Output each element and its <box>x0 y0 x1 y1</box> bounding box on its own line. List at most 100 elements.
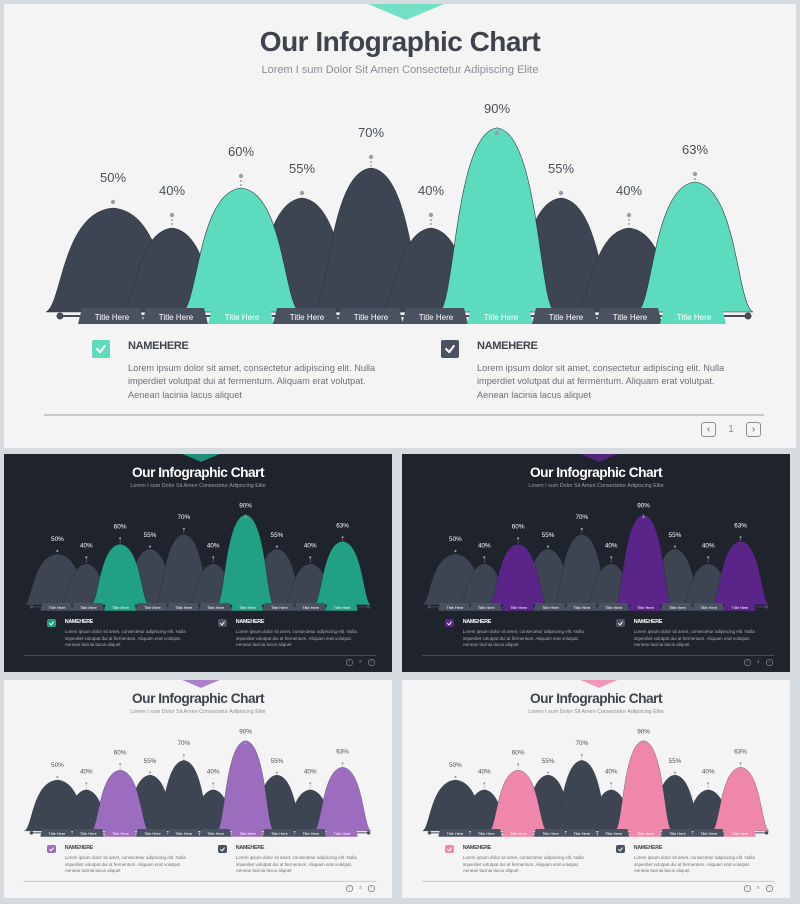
leader-dot <box>182 527 185 531</box>
category-tag <box>533 828 567 837</box>
axis-end-dot <box>29 831 34 835</box>
category-tag <box>501 602 535 611</box>
next-page-button[interactable]: › <box>367 658 375 667</box>
category-label: Title Here <box>159 313 194 322</box>
leader-dot <box>368 154 374 160</box>
data-label: 40% <box>702 543 715 550</box>
feature-description: Lorem ipsum dolor sit amet, consectetur … <box>64 855 186 874</box>
prev-page-button[interactable]: ‹ <box>743 658 751 667</box>
data-label: 70% <box>177 740 190 747</box>
category-tag <box>167 828 200 837</box>
chevron-left-icon: ‹ <box>746 885 748 891</box>
category-tag <box>533 602 567 611</box>
page-title: Our Infographic Chart <box>259 26 541 57</box>
category-label: Title Here <box>95 313 130 322</box>
category-label: Title Here <box>637 605 654 610</box>
feature-description: Lorem ipsum dolor sit amet, consectetur … <box>462 855 584 874</box>
category-label: Title Here <box>573 831 590 836</box>
category-tag <box>501 828 535 837</box>
check-icon <box>218 844 227 854</box>
feature-name: NAMEHERE <box>477 340 538 352</box>
prev-page-button[interactable]: ‹ <box>345 884 353 893</box>
next-page-button[interactable]: › <box>746 422 761 437</box>
category-label: Title Here <box>613 313 648 322</box>
data-label: 60% <box>228 144 254 159</box>
prev-page-button[interactable]: ‹ <box>701 422 716 437</box>
leader-dot <box>169 212 175 218</box>
leader-dot <box>212 556 215 559</box>
category-tag <box>469 828 502 837</box>
data-label: 70% <box>575 740 588 747</box>
page-subtitle: Lorem I sum Dolor Sit Amen Consectetur A… <box>528 709 664 716</box>
feature-description: Lorem ipsum dolor sit amet, consectetur … <box>235 855 357 874</box>
category-label: Title Here <box>542 831 559 836</box>
feature-block: NAMEHERE Lorem ipsum dolor sit amet, cons… <box>616 618 763 653</box>
category-label: Title Here <box>207 831 224 836</box>
category-tag <box>565 602 598 611</box>
feature-name: NAMEHERE <box>462 618 492 625</box>
axis-end-dot <box>56 312 64 320</box>
leader-dot <box>739 536 742 539</box>
category-label: Title Here <box>573 605 590 610</box>
chart-bar <box>91 544 150 606</box>
axis-end-dot <box>764 605 769 609</box>
category-tag <box>438 828 471 837</box>
category-tag <box>294 828 327 837</box>
category-label: Title Here <box>271 605 288 610</box>
chevron-right-icon: › <box>768 885 771 891</box>
data-label: 63% <box>682 142 708 157</box>
leader-dot <box>148 545 152 548</box>
leader-dot <box>148 771 152 774</box>
pager: ‹ 1 › <box>701 422 761 437</box>
category-label: Title Here <box>732 605 749 610</box>
next-page-button[interactable]: › <box>765 658 773 667</box>
page-subtitle: Lorem I sum Dolor Sit Amen Consectetur A… <box>130 709 266 716</box>
prev-page-button[interactable]: ‹ <box>743 884 751 893</box>
category-label: Title Here <box>271 831 288 836</box>
data-label: 90% <box>637 728 650 735</box>
leader-dot <box>517 763 520 766</box>
chevron-right-icon: › <box>751 424 756 435</box>
category-label: Title Here <box>225 313 260 322</box>
prev-page-button[interactable]: ‹ <box>345 658 353 667</box>
leader-dot <box>707 782 710 785</box>
check-icon <box>441 340 459 358</box>
leader-dot <box>626 212 632 218</box>
data-label: 55% <box>144 532 157 539</box>
chart-bar <box>712 767 770 832</box>
chart-bar <box>489 544 548 606</box>
data-label: 50% <box>100 170 126 185</box>
data-label: 55% <box>669 532 682 539</box>
category-label: Title Here <box>112 831 129 836</box>
feature-block: NAMEHERE Lorem ipsum dolor sit amet, cons… <box>47 844 194 879</box>
pager: ‹ 2 › <box>345 658 375 667</box>
category-tag <box>135 602 169 611</box>
chevron-left-icon: ‹ <box>746 659 748 665</box>
category-label: Title Here <box>447 831 464 836</box>
page-title: Our Infographic Chart <box>530 690 663 706</box>
infographic-chart: 50% Title Here 40% Title Here 60% Title Here 5… <box>421 454 775 656</box>
next-page-button[interactable]: › <box>765 884 773 893</box>
feature-name: NAMEHERE <box>64 618 94 625</box>
category-label: Title Here <box>144 831 161 836</box>
ribbon-decoration <box>182 680 220 688</box>
category-label: Title Here <box>175 605 192 610</box>
pager: ‹ 4 › <box>743 658 773 667</box>
leader-dot <box>85 556 88 559</box>
data-label: 50% <box>51 536 64 543</box>
infographic-chart: 50% Title Here 40% Title Here 60% Title Here 5… <box>23 680 377 882</box>
chevron-left-icon: ‹ <box>348 885 350 891</box>
feature-description: Lorem ipsum dolor sit amet, consectetur … <box>64 629 186 648</box>
category-tag <box>597 828 630 837</box>
next-page-button[interactable]: › <box>367 884 375 893</box>
category-tag <box>78 308 144 324</box>
category-label: Title Here <box>677 313 712 322</box>
page-number: 1 <box>728 424 734 435</box>
feature-name: NAMEHERE <box>633 618 663 625</box>
chart-bar <box>314 767 372 832</box>
feature-name: NAMEHERE <box>128 340 189 352</box>
feature-name: NAMEHERE <box>64 844 94 851</box>
axis-end-dot <box>427 831 432 835</box>
data-label: 90% <box>484 101 510 116</box>
leader-dot <box>119 763 122 766</box>
